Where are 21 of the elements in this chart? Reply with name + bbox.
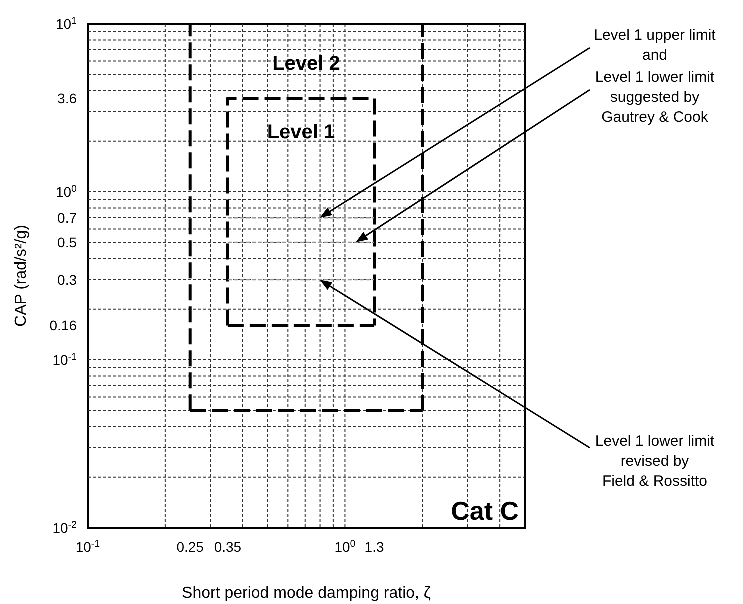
text: Level 1 lower limit revised by Field & Rossitto [595,433,716,490]
x-tick-label: 10$^{-1}$ [76,538,100,555]
x-tick-label: 1.3 [364,539,384,555]
y-tick-label: 10$^{-2}$ [52,520,77,536]
y-tick-label: 0.16 [50,318,78,334]
y-tick-label: 10$^{-1}$ [52,352,77,368]
y-tick-label: 0.3 [58,272,78,288]
y-axis-title: CAP (rad/s²/g) [13,225,30,327]
series-label: Level 1 [267,122,336,144]
y-tick-label: 10$^{0}$ [56,184,78,200]
y-tick-label: 3.6 [58,90,78,107]
annotation: Cat C [451,496,520,526]
x-tick-label: 0.35 [214,539,242,555]
x-tick-label: 10$^{0}$ [334,538,356,555]
y-tick-label: 10$^{1}$ [56,16,77,32]
x-axis-title: Short period mode damping ratio, ζ [182,585,431,602]
x-tick-label: 0.25 [176,539,204,555]
text: Level 1 lower limit suggested by Gautrey & Cook [595,69,716,126]
y-tick-label: 0.5 [58,234,78,251]
text: Level 1 upper limit and [594,27,717,64]
y-tick-label: 0.7 [58,210,78,226]
